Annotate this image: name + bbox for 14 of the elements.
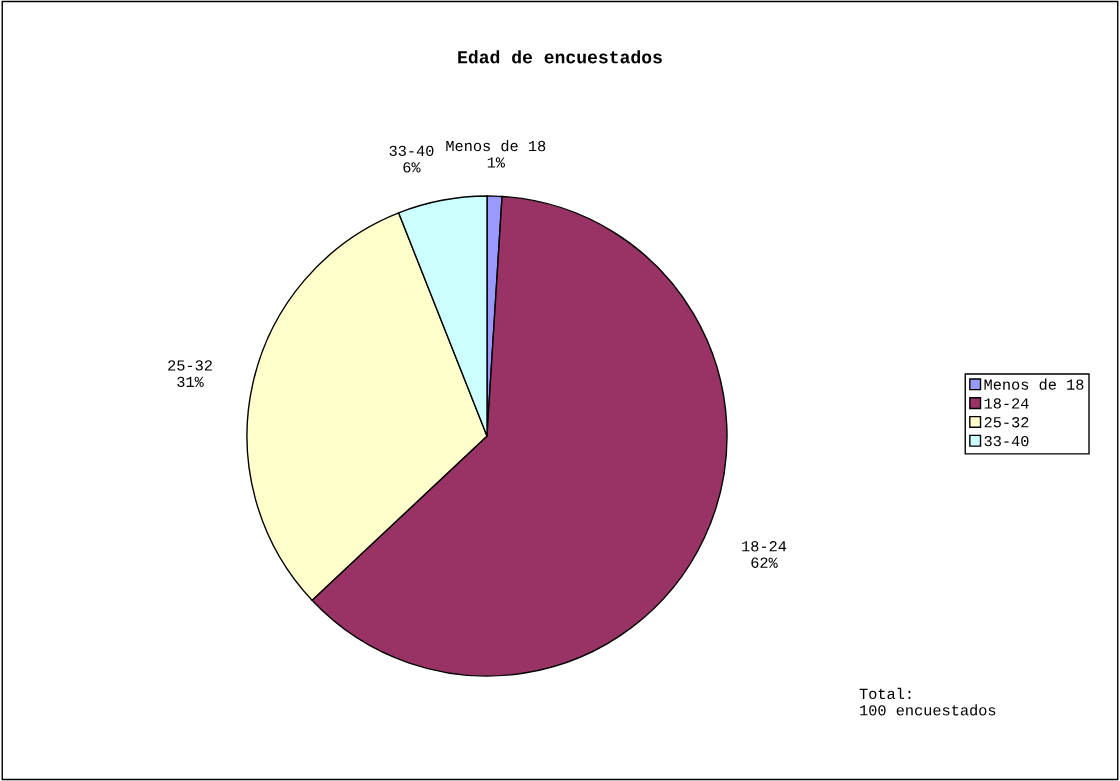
slice-label: Menos de 18 [446,139,546,152]
data-label: 62% [751,557,778,568]
data-label: 1% [487,157,505,168]
slice-label: 18-24 [742,541,787,552]
data-label: 31% [177,376,204,388]
chart-title: Edad de encuestados [458,50,662,64]
data-label: 6% [403,162,421,173]
slice-label: 25-32 [168,360,212,371]
text: Total: 100 encuestados [859,687,996,716]
legend-label: Menos de 18 [984,378,1084,390]
legend-label: 25-32 [984,417,1029,428]
slice-label: 33-40 [389,145,434,157]
legend-label: 18-24 [984,398,1029,409]
legend-label: 33-40 [984,435,1029,447]
